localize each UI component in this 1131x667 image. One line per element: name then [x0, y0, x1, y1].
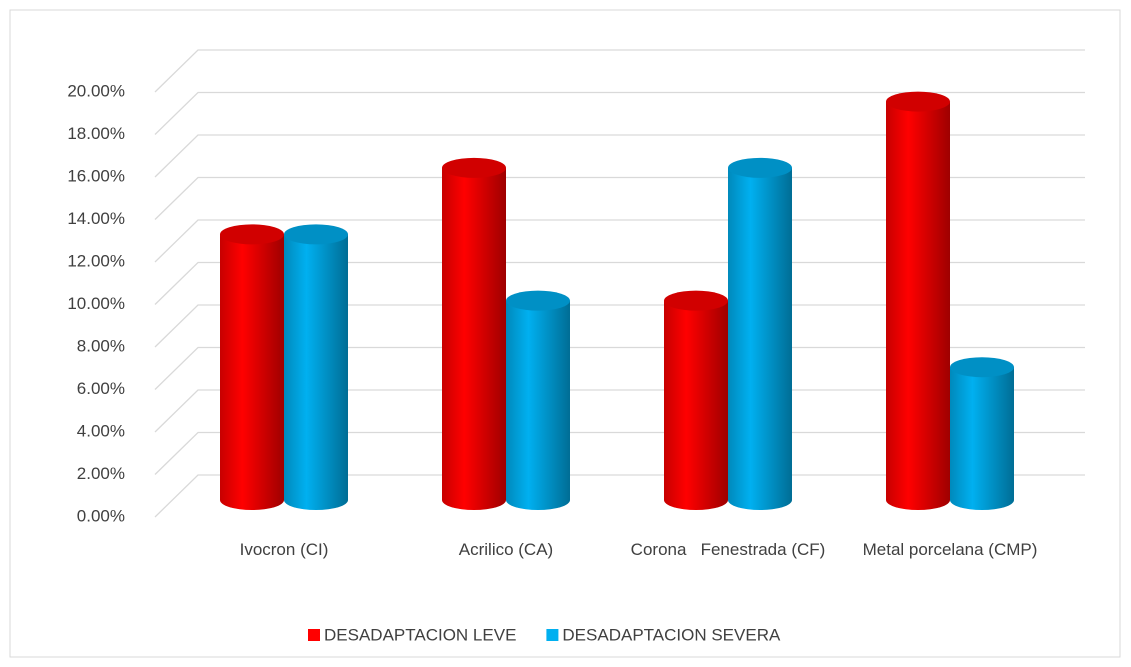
y-tick-label: 20.00% — [67, 81, 125, 100]
bar — [664, 290, 728, 510]
bar-body — [728, 167, 792, 511]
grid-line — [154, 134, 1085, 178]
bar — [284, 224, 348, 510]
x-tick-label: Corona Fenestrada (CF) — [630, 540, 826, 559]
x-tick-label: Ivocron (CI) — [239, 540, 329, 559]
legend-label: DESADAPTACION LEVE — [324, 625, 516, 644]
bar-top — [284, 224, 348, 245]
bar — [506, 290, 570, 510]
y-tick-label: 14.00% — [67, 209, 125, 228]
bar-body — [664, 300, 728, 510]
bar-body — [506, 300, 570, 510]
bar-body — [220, 234, 284, 510]
bar-top — [728, 157, 792, 178]
y-tick-label: 16.00% — [67, 166, 125, 185]
legend-swatch — [546, 629, 559, 641]
bar-body — [284, 234, 348, 510]
legend-label: DESADAPTACION SEVERA — [562, 625, 781, 644]
y-tick-label: 2.00% — [77, 464, 125, 483]
bar-top — [664, 290, 728, 311]
x-tick-label: Acrilico (CA) — [458, 540, 554, 559]
bar — [442, 157, 506, 511]
bar — [886, 91, 950, 510]
y-tick-label: 12.00% — [67, 251, 125, 270]
grid-line — [154, 49, 1085, 93]
bar — [728, 157, 792, 511]
y-tick-label: 8.00% — [77, 336, 125, 355]
bar-top — [886, 91, 950, 112]
bar — [950, 357, 1014, 510]
bar-top — [506, 290, 570, 311]
bar-body — [886, 101, 950, 510]
y-tick-label: 10.00% — [67, 294, 125, 313]
bar-top — [442, 157, 506, 178]
bar — [220, 224, 284, 510]
y-tick-label: 4.00% — [77, 421, 125, 440]
y-tick-label: 6.00% — [77, 379, 125, 398]
y-tick-label: 0.00% — [77, 506, 125, 525]
bar-top — [220, 224, 284, 245]
legend-swatch — [308, 629, 320, 641]
grid-line — [154, 91, 1085, 135]
bar-body — [950, 367, 1014, 510]
x-tick-label: Metal porcelana (CMP) — [862, 540, 1038, 559]
bar-top — [950, 357, 1014, 378]
bar-body — [442, 167, 506, 511]
y-tick-label: 18.00% — [67, 124, 125, 143]
